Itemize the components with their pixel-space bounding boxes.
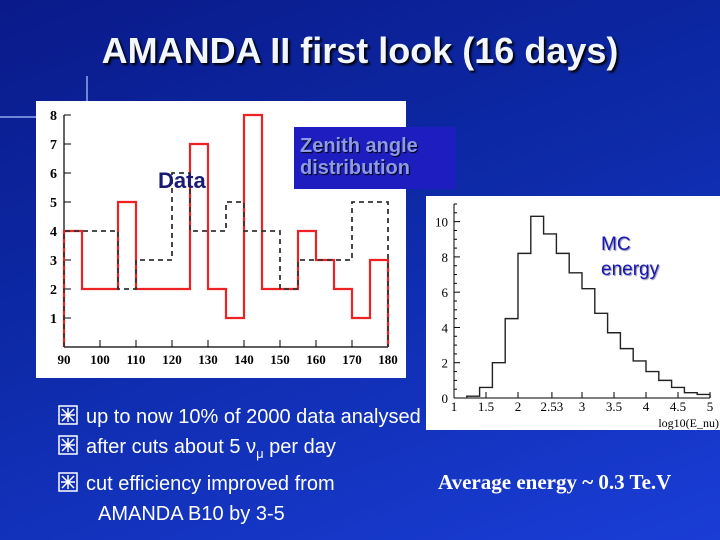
- y-tick-label: 8: [50, 109, 57, 124]
- asterisk-bullet-icon: [58, 405, 78, 425]
- mc-energy-histogram-panel: 0 2 4 6 8 10 1 1.5 2 2.53 3 3.5 4 4.5 5 log10(E_nu): [426, 196, 720, 430]
- y-tick-label: 3: [50, 254, 57, 269]
- y-tick-label: 6: [442, 285, 449, 300]
- x-tick-label: 150: [270, 352, 290, 367]
- x-tick-label: 4: [643, 399, 650, 414]
- bullet-item: up to now 10% of 2000 data analysed: [58, 402, 421, 432]
- x-tick-label: 170: [342, 352, 362, 367]
- x-tick-label: 2.53: [541, 399, 564, 414]
- x-tick-label: 4.5: [670, 399, 686, 414]
- zenith-histogram-chart: 1 2 3 4 5 6 7 8 90 100 110 120 130 140 150 160 170 180: [50, 109, 398, 367]
- data-label: Data: [158, 168, 206, 193]
- average-energy-text: Average energy ~ 0.3 Te.V: [438, 470, 672, 494]
- y-tick-label: 4: [50, 225, 57, 240]
- x-tick-label: 1: [451, 399, 458, 414]
- y-tick-label: 8: [442, 250, 449, 265]
- x-tick-label: 5: [707, 399, 714, 414]
- bullet-text: AMANDA B10 by 3-5: [98, 503, 285, 525]
- mc-label-line2: energy: [601, 259, 660, 280]
- frame-line-horizontal: [0, 116, 40, 118]
- mc-label-line1: MC: [601, 234, 631, 255]
- x-axis-label: log10(E_nu): [658, 416, 719, 430]
- bullet-tail: per day: [263, 436, 336, 458]
- x-tick-label: 110: [127, 352, 146, 367]
- y-tick-label: 7: [50, 138, 57, 153]
- zenith-label-box: Zenith angle distribution: [294, 127, 456, 189]
- mc-energy-label: MC energy: [601, 232, 659, 282]
- bullet-list: up to now 10% of 2000 data analysed afte…: [58, 402, 421, 529]
- y-tick-label: 5: [50, 196, 57, 211]
- bullet-text: after cuts about 5 ν: [86, 436, 257, 458]
- y-tick-label: 2: [50, 283, 57, 298]
- asterisk-bullet-icon: [58, 435, 78, 455]
- y-tick-label: 1: [50, 312, 57, 327]
- mc-energy-histogram-chart: 0 2 4 6 8 10 1 1.5 2 2.53 3 3.5 4 4.5 5 log10(E_nu): [435, 203, 719, 430]
- x-tick-label: 100: [90, 352, 110, 367]
- bullet-continuation: AMANDA B10 by 3-5: [86, 499, 421, 529]
- x-tick-label: 3: [579, 399, 586, 414]
- x-tick-label: 130: [198, 352, 218, 367]
- y-tick-label: 4: [442, 320, 449, 335]
- y-tick-label: 10: [435, 215, 448, 230]
- y-tick-label: 6: [50, 167, 57, 182]
- x-tick-label: 90: [58, 352, 71, 367]
- x-tick-label: 180: [378, 352, 398, 367]
- x-tick-label: 1.5: [478, 399, 494, 414]
- dashed-series-line: [63, 172, 389, 347]
- bullet-item: cut efficiency improved from: [58, 469, 421, 499]
- bullet-subscript: μ: [256, 446, 264, 461]
- bullet-item: after cuts about 5 νμ per day: [58, 432, 421, 469]
- x-tick-label: 3.5: [606, 399, 622, 414]
- y-tick-label: 2: [442, 356, 449, 371]
- y-tick-label: 0: [442, 391, 449, 406]
- asterisk-bullet-icon: [58, 472, 78, 492]
- x-tick-label: 140: [234, 352, 254, 367]
- frame-line-vertical: [86, 76, 88, 104]
- bullet-text: up to now 10% of 2000 data analysed: [86, 406, 421, 428]
- x-tick-label: 160: [306, 352, 326, 367]
- x-tick-label: 120: [162, 352, 182, 367]
- slide-title: AMANDA II first look (16 days): [101, 30, 619, 71]
- x-tick-label: 2: [515, 399, 522, 414]
- bullet-text: cut efficiency improved from: [86, 473, 335, 495]
- mc-energy-series-line: [466, 215, 711, 398]
